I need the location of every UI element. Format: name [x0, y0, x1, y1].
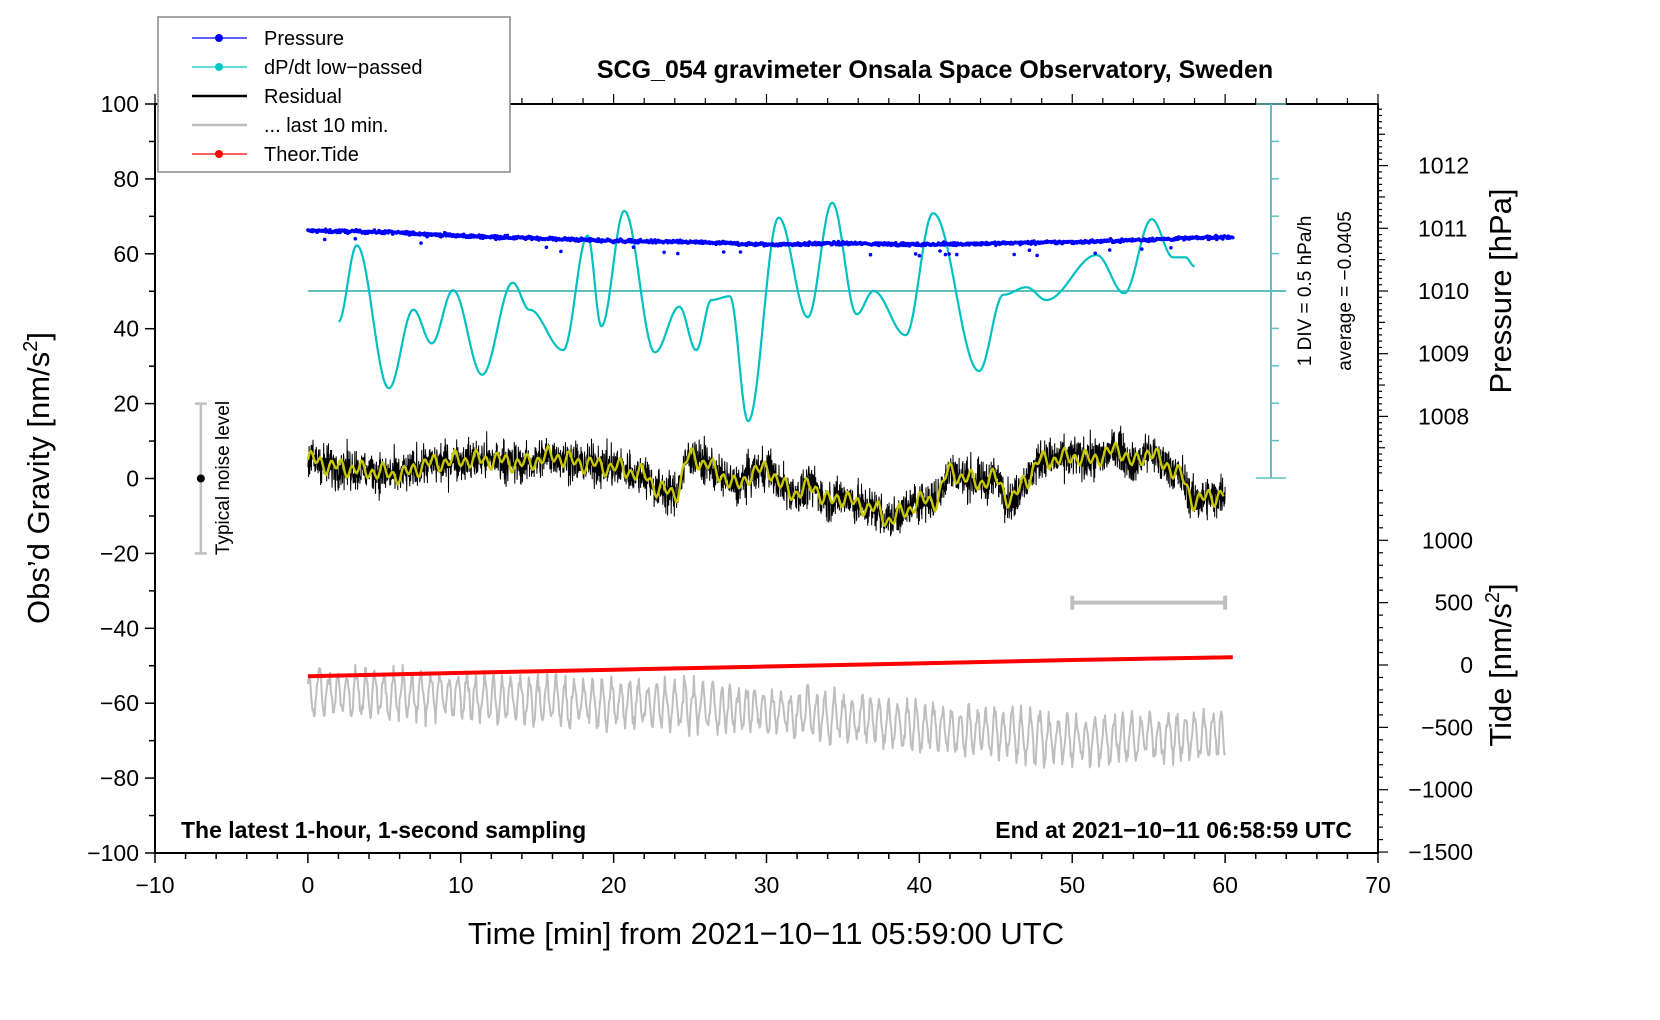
pressure-point: [868, 252, 873, 257]
tide-tick-label: 500: [1435, 590, 1473, 616]
pressure-tick-label: 1011: [1418, 215, 1467, 241]
pressure-point: [955, 252, 959, 257]
y-tick-label: −20: [100, 540, 139, 566]
tide-line: [307, 655, 1233, 679]
x-tick-label: 40: [907, 872, 933, 898]
legend-label: ... last 10 min.: [264, 115, 389, 137]
x-tick-label: 70: [1365, 872, 1391, 898]
x-tick-label: 10: [448, 872, 474, 898]
pressure-point: [559, 249, 563, 254]
y-tick-label: 40: [113, 316, 139, 342]
x-tick-label: 50: [1059, 872, 1085, 898]
noise-level-indicator: [194, 402, 207, 555]
chart-title: SCG_054 gravimeter Onsala Space Observat…: [597, 56, 1273, 84]
legend: Pressure dP/dt low−passed Residual ... last…: [157, 16, 511, 173]
y-tick-label: −80: [100, 765, 139, 791]
y-tick-label: −100: [87, 840, 139, 866]
pressure-point: [943, 252, 948, 257]
y-axis-title-end: ]: [21, 332, 56, 341]
pressure-axis-ticks: 1012 1011 1010 1009 1008: [1378, 108, 1469, 474]
pressure-point: [917, 253, 922, 258]
pressure-point: [419, 241, 423, 245]
noise-level-label: Typical noise level: [213, 401, 234, 555]
y-axis-title-main: Obs’d Gravity [nm/s: [21, 352, 56, 624]
x-tick-label: 0: [301, 872, 314, 898]
x-tick-label: 60: [1212, 872, 1238, 898]
pressure-point: [322, 237, 327, 242]
legend-label: Theor.Tide: [264, 144, 359, 166]
y-axis-ticks: 100 80 60 40 20 0 −20 −40 −60 −80 −100: [87, 91, 155, 866]
legend-label: dP/dt low−passed: [264, 57, 422, 79]
x-tick-label: 20: [601, 872, 627, 898]
pressure-point: [1107, 248, 1112, 252]
pressure-point: [631, 245, 636, 249]
legend-label: Pressure: [264, 28, 344, 50]
x-tick-label: 30: [754, 872, 780, 898]
noise-level-center-dot: [196, 474, 205, 483]
y-tick-label: 80: [113, 166, 139, 192]
y-tick-label: −60: [100, 690, 139, 716]
pressure-point: [676, 251, 680, 256]
tide-axis-title: Tide [nm/s2]: [1482, 583, 1518, 746]
tide-tick-label: 0: [1460, 652, 1473, 678]
pressure-point: [721, 250, 726, 254]
last10-series: [306, 663, 1227, 769]
annotation-right: End at 2021−10−11 06:58:59 UTC: [995, 817, 1352, 843]
pressure-point: [1140, 247, 1144, 251]
legend-label: Residual: [264, 86, 342, 108]
residual-series: [306, 425, 1226, 537]
tide-axis-title-end: ]: [1483, 583, 1518, 592]
pressure-tick-label: 1009: [1418, 341, 1469, 367]
x-axis-ticks: −10 0 10 20 30 40 50 60 70: [135, 94, 1391, 898]
pressure-axis-title: Pressure [hPa]: [1483, 188, 1518, 393]
y-tick-label: 100: [101, 91, 139, 117]
dpdt-div-label: 1 DIV = 0.5 hPa/h: [1295, 216, 1316, 367]
pressure-point: [662, 250, 666, 255]
legend-marker: [215, 150, 223, 158]
tide-tick-label: −1000: [1408, 777, 1473, 803]
pressure-point: [913, 252, 918, 256]
pressure-point: [1231, 235, 1235, 240]
dpdt-average-label: average = −0.0405: [1335, 211, 1356, 371]
y-tick-label: 60: [113, 241, 139, 267]
pressure-point: [1093, 251, 1097, 256]
legend-marker: [215, 63, 223, 71]
y-axis-title-sup: 2: [20, 341, 42, 352]
legend-box: [157, 16, 511, 173]
pressure-point: [947, 252, 951, 256]
tide-series: [307, 655, 1233, 679]
tide-tick-label: 1000: [1422, 527, 1473, 553]
dpdt-series: [337, 201, 1195, 423]
pressure-tick-label: 1012: [1418, 153, 1469, 179]
x-axis-title: Time [min] from 2021−10−11 05:59:00 UTC: [468, 916, 1064, 951]
pressure-point: [1035, 253, 1039, 258]
tide-axis-title-sup: 2: [1482, 592, 1504, 603]
pressure-point: [353, 236, 358, 241]
dpdt-line: [337, 201, 1195, 423]
y-tick-label: 0: [126, 466, 139, 492]
pressure-series: [306, 227, 1235, 258]
y-tick-label: 20: [113, 391, 139, 417]
pressure-tick-label: 1008: [1418, 403, 1469, 429]
pressure-point: [544, 245, 549, 250]
pressure-point: [938, 249, 942, 253]
pressure-point: [1012, 252, 1016, 257]
last10-line: [306, 663, 1227, 769]
annotation-left: The latest 1-hour, 1-second sampling: [181, 817, 586, 843]
pressure-tick-label: 1010: [1418, 278, 1469, 304]
tide-axis-ticks: 1000 500 0 −500 −1000 −1500: [1378, 489, 1473, 865]
tide-axis-title-main: Tide [nm/s: [1483, 603, 1518, 747]
last10-range-bar: [1070, 595, 1228, 610]
pressure-point: [1027, 248, 1032, 252]
y-tick-label: −40: [100, 615, 139, 641]
x-tick-label: −10: [135, 872, 174, 898]
pressure-point: [738, 250, 743, 254]
tide-tick-label: −500: [1421, 714, 1473, 740]
y-axis-title: Obs’d Gravity [nm/s2]: [20, 332, 56, 624]
legend-marker: [215, 34, 223, 42]
pressure-point: [1169, 246, 1173, 250]
residual-smoothed-line: [306, 441, 1225, 527]
tide-tick-label: −1500: [1408, 839, 1473, 865]
